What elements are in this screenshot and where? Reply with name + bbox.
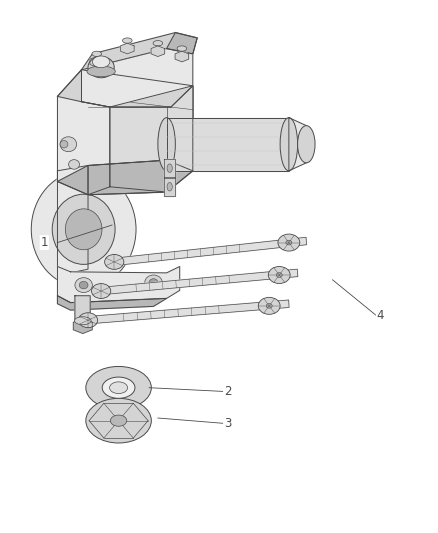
- Ellipse shape: [278, 234, 300, 251]
- Polygon shape: [90, 56, 103, 67]
- Polygon shape: [57, 165, 88, 273]
- Ellipse shape: [86, 367, 151, 409]
- Polygon shape: [81, 49, 193, 107]
- Ellipse shape: [149, 279, 158, 286]
- Polygon shape: [107, 269, 298, 294]
- Polygon shape: [166, 118, 289, 171]
- Polygon shape: [88, 160, 166, 195]
- Ellipse shape: [65, 209, 102, 250]
- Polygon shape: [164, 159, 175, 177]
- Ellipse shape: [87, 66, 115, 77]
- Text: 3: 3: [224, 417, 231, 430]
- Polygon shape: [110, 86, 193, 192]
- Polygon shape: [57, 296, 166, 310]
- Polygon shape: [75, 296, 90, 325]
- Text: 1: 1: [41, 236, 48, 249]
- Polygon shape: [94, 300, 289, 324]
- Polygon shape: [57, 70, 110, 195]
- Polygon shape: [289, 118, 306, 171]
- Ellipse shape: [69, 160, 80, 169]
- Ellipse shape: [31, 171, 136, 288]
- Ellipse shape: [52, 194, 115, 264]
- Ellipse shape: [158, 118, 175, 171]
- Polygon shape: [151, 46, 165, 56]
- Polygon shape: [164, 177, 175, 196]
- Ellipse shape: [258, 297, 280, 314]
- Polygon shape: [81, 33, 197, 70]
- Ellipse shape: [153, 41, 162, 46]
- Ellipse shape: [79, 281, 88, 289]
- Ellipse shape: [145, 275, 162, 290]
- Polygon shape: [73, 319, 92, 334]
- Polygon shape: [166, 33, 197, 54]
- Ellipse shape: [86, 398, 151, 443]
- Ellipse shape: [110, 415, 127, 426]
- Ellipse shape: [297, 126, 315, 163]
- Ellipse shape: [92, 56, 110, 68]
- Text: 4: 4: [377, 309, 384, 322]
- Polygon shape: [57, 266, 180, 303]
- Ellipse shape: [60, 141, 68, 148]
- Polygon shape: [175, 51, 189, 62]
- Polygon shape: [57, 70, 193, 107]
- Ellipse shape: [78, 313, 98, 328]
- Ellipse shape: [74, 317, 91, 325]
- Ellipse shape: [177, 46, 187, 51]
- Ellipse shape: [105, 254, 124, 269]
- Ellipse shape: [123, 38, 132, 43]
- Ellipse shape: [92, 284, 111, 298]
- Ellipse shape: [280, 118, 297, 171]
- Ellipse shape: [167, 182, 172, 191]
- Ellipse shape: [167, 164, 172, 172]
- Ellipse shape: [266, 303, 272, 308]
- Ellipse shape: [75, 278, 92, 293]
- Polygon shape: [120, 237, 307, 265]
- Polygon shape: [120, 43, 134, 54]
- Ellipse shape: [110, 382, 127, 393]
- Ellipse shape: [60, 137, 77, 152]
- Ellipse shape: [268, 266, 290, 284]
- Ellipse shape: [286, 240, 292, 245]
- Text: 2: 2: [224, 385, 231, 398]
- Ellipse shape: [92, 51, 102, 56]
- Ellipse shape: [102, 377, 135, 398]
- Ellipse shape: [276, 273, 282, 277]
- Ellipse shape: [88, 56, 114, 78]
- Polygon shape: [57, 160, 193, 195]
